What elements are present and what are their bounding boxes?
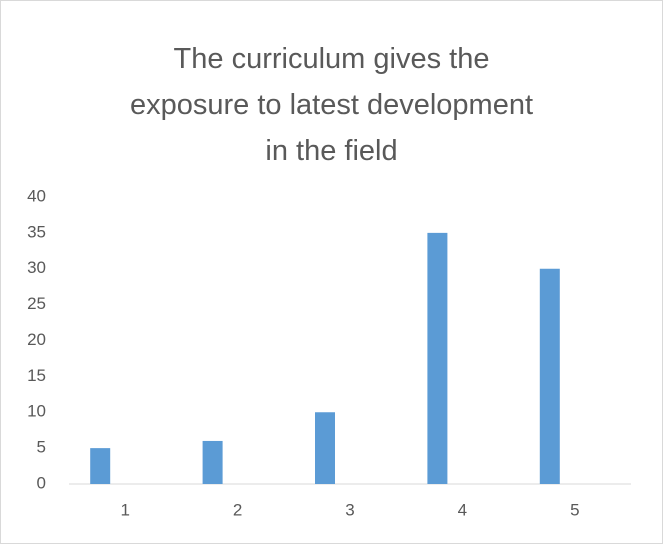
y-tick-label: 40 [27, 186, 46, 205]
bar [202, 440, 223, 484]
y-tick-label: 35 [27, 222, 46, 241]
x-tick-label: 5 [570, 500, 579, 519]
x-tick-label: 3 [345, 500, 354, 519]
y-tick-label: 5 [37, 438, 46, 457]
y-tick-label: 10 [27, 402, 46, 421]
x-tick-label: 2 [233, 500, 242, 519]
y-tick-label: 0 [37, 473, 46, 492]
bar [315, 412, 335, 484]
x-tick-label: 1 [120, 500, 129, 519]
chart-title: The curriculum gives the exposure to lat… [129, 43, 534, 167]
y-tick-label: 20 [27, 330, 46, 349]
bar [90, 448, 111, 484]
x-tick-label: 4 [458, 500, 467, 519]
y-tick-label: 15 [27, 366, 46, 385]
y-tick-label: 25 [27, 294, 46, 313]
y-tick-label: 30 [27, 258, 46, 277]
bar [427, 232, 448, 484]
bar [539, 268, 560, 484]
